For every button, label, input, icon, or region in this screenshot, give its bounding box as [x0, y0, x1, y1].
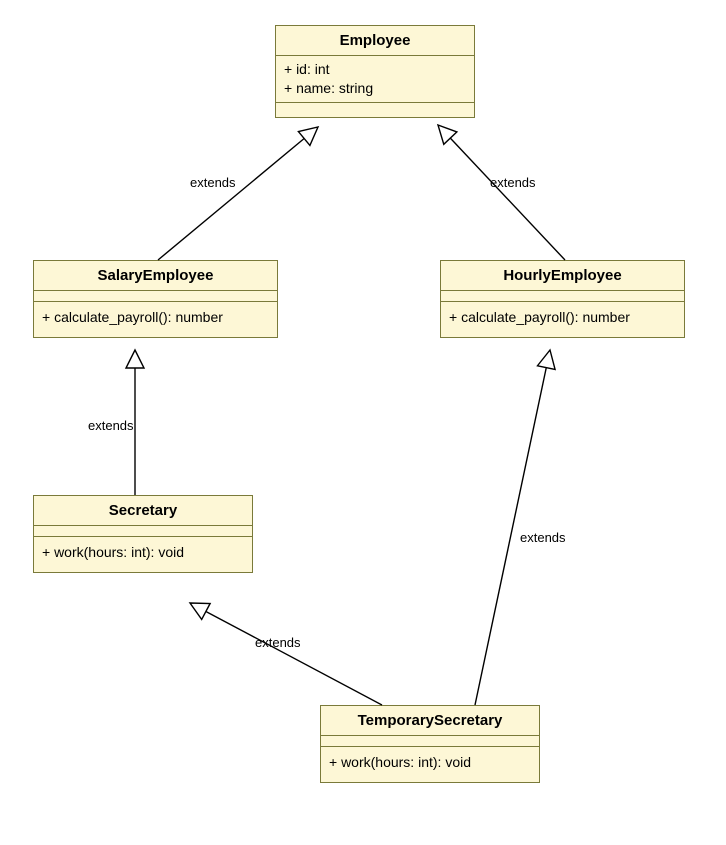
attribute-row: + name: string: [284, 79, 466, 98]
class-attributes: [321, 736, 539, 747]
method-row: + work(hours: int): void: [329, 753, 531, 772]
class-employee: Employee + id: int + name: string: [275, 25, 475, 118]
class-methods: + calculate_payroll(): number: [34, 302, 277, 337]
class-title: SalaryEmployee: [34, 261, 277, 291]
edge-label: extends: [490, 175, 536, 190]
class-methods: + work(hours: int): void: [34, 537, 252, 572]
class-attributes: [34, 291, 277, 302]
class-secretary: Secretary + work(hours: int): void: [33, 495, 253, 573]
class-attributes: [441, 291, 684, 302]
class-hourly-employee: HourlyEmployee + calculate_payroll(): nu…: [440, 260, 685, 338]
method-row: + calculate_payroll(): number: [449, 308, 676, 327]
class-attributes: [34, 526, 252, 537]
class-salary-employee: SalaryEmployee + calculate_payroll(): nu…: [33, 260, 278, 338]
class-title: HourlyEmployee: [441, 261, 684, 291]
class-title: Secretary: [34, 496, 252, 526]
class-title: TemporarySecretary: [321, 706, 539, 736]
class-methods: + work(hours: int): void: [321, 747, 539, 782]
edge-label: extends: [88, 418, 134, 433]
class-title: Employee: [276, 26, 474, 56]
class-methods: [276, 103, 474, 117]
method-row: + calculate_payroll(): number: [42, 308, 269, 327]
method-row: + work(hours: int): void: [42, 543, 244, 562]
edge-label: extends: [190, 175, 236, 190]
attribute-row: + id: int: [284, 60, 466, 79]
class-temporary-secretary: TemporarySecretary + work(hours: int): v…: [320, 705, 540, 783]
class-attributes: + id: int + name: string: [276, 56, 474, 103]
edge-label: extends: [520, 530, 566, 545]
class-methods: + calculate_payroll(): number: [441, 302, 684, 337]
edge-label: extends: [255, 635, 301, 650]
